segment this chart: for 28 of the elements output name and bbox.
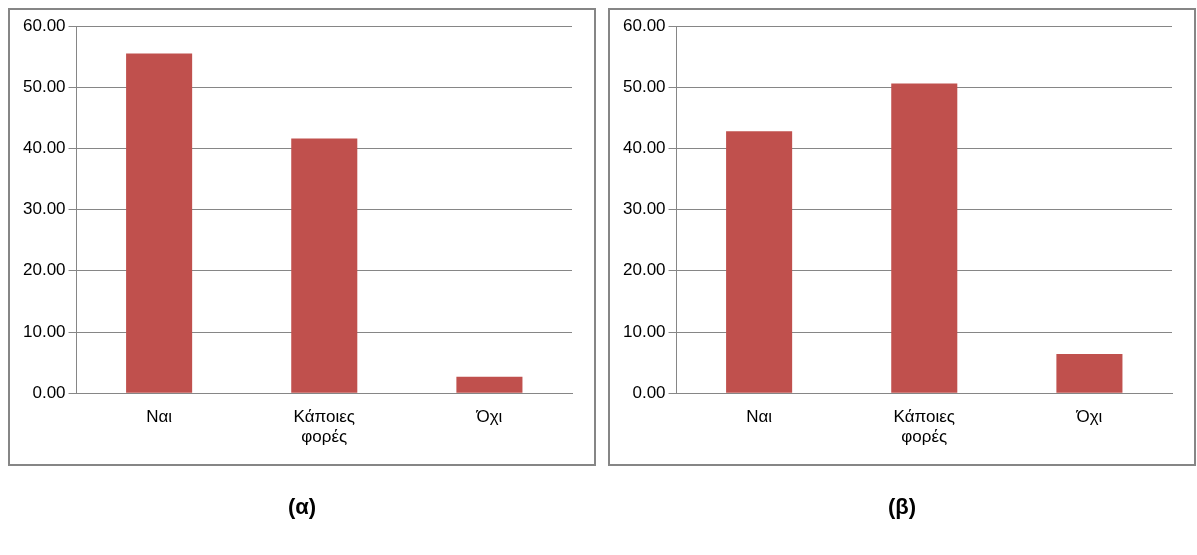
bar [726, 131, 793, 393]
y-tick-label: 10.00 [22, 321, 66, 341]
bar [291, 138, 358, 393]
y-tick-label: 20.00 [22, 260, 66, 280]
bar [456, 376, 523, 393]
bar [126, 53, 193, 393]
y-tick-label: 10.00 [622, 321, 666, 341]
y-tick-label: 50.00 [622, 76, 666, 96]
x-tick-label: Ναι [146, 407, 173, 427]
x-tick-label: Όχι [1075, 407, 1103, 427]
y-tick-label: 0.00 [32, 382, 66, 402]
x-tick-label: Κάποιες φορές [293, 407, 355, 447]
text: (α) [286, 494, 318, 520]
y-tick-label: 20.00 [622, 260, 666, 280]
y-tick-label: 50.00 [22, 76, 66, 96]
x-tick-label: Κάποιες φορές [893, 407, 955, 447]
y-tick-label: 60.00 [622, 15, 666, 35]
y-tick-label: 30.00 [22, 199, 66, 219]
bar [891, 83, 958, 393]
y-tick-label: 40.00 [22, 138, 66, 158]
y-tick-label: 0.00 [632, 382, 666, 402]
y-tick-label: 60.00 [22, 15, 66, 35]
bar [1056, 354, 1123, 393]
y-tick-label: 40.00 [622, 138, 666, 158]
y-tick-label: 30.00 [622, 199, 666, 219]
x-tick-label: Ναι [746, 407, 773, 427]
text: (β) [886, 494, 918, 520]
x-tick-label: Όχι [475, 407, 503, 427]
